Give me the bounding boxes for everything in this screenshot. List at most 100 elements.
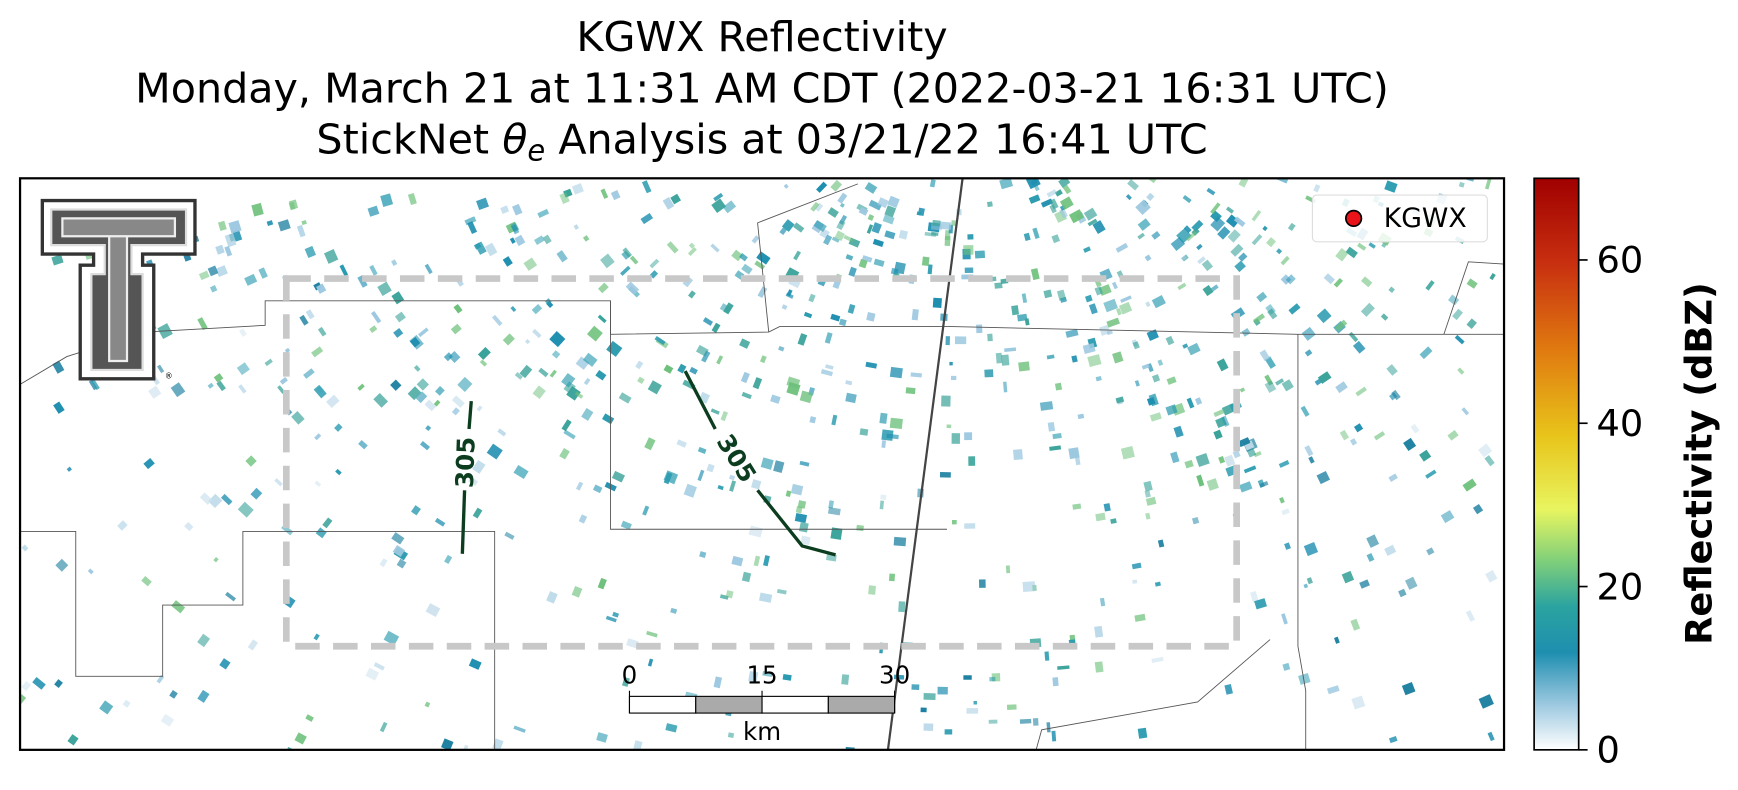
echo: [622, 247, 633, 258]
echo: [1019, 718, 1032, 724]
echo: [740, 371, 750, 384]
echo: [209, 285, 218, 293]
echo: [1157, 359, 1164, 366]
echo: [1227, 229, 1241, 243]
echo: [323, 249, 339, 264]
echo: [986, 201, 993, 208]
echo: [476, 197, 489, 211]
echo: [823, 234, 833, 246]
echo: [21, 680, 32, 692]
echo: [473, 242, 482, 250]
echo: [830, 527, 843, 540]
echo: [866, 224, 874, 234]
echo: [502, 256, 513, 267]
echo: [1085, 294, 1093, 303]
echo: [1478, 443, 1493, 458]
echo: [335, 468, 342, 476]
echo: [867, 214, 875, 221]
echo: [1151, 230, 1161, 240]
echo: [1251, 234, 1263, 246]
echo: [542, 234, 552, 245]
echo: [1094, 661, 1104, 673]
echo: [563, 429, 576, 440]
echo: [213, 556, 219, 563]
echo: [549, 331, 566, 348]
echo: [1259, 480, 1269, 488]
echo: [665, 723, 678, 733]
echo: [1353, 423, 1364, 433]
echo: [444, 554, 453, 564]
echo: [596, 732, 608, 743]
echo: [141, 576, 152, 587]
echo: [1154, 581, 1161, 587]
echo: [250, 487, 263, 500]
echo: [839, 202, 845, 208]
echo: [967, 234, 974, 240]
echo: [932, 219, 941, 227]
echo: [379, 558, 388, 568]
echo: [411, 505, 421, 516]
echo: [170, 382, 186, 398]
scale-tick-label: 30: [879, 660, 910, 689]
echo: [1197, 256, 1206, 265]
echo: [1478, 694, 1494, 709]
echo: [827, 207, 839, 218]
echo: [786, 376, 801, 389]
echo: [725, 590, 734, 599]
map-frame: [18, 177, 1506, 751]
echo: [873, 258, 885, 267]
echo: [313, 633, 320, 641]
scale-segment: [628, 695, 697, 714]
echo: [1147, 178, 1160, 184]
echo: [794, 512, 808, 524]
echo: [1350, 618, 1361, 631]
echo: [924, 231, 937, 237]
echo: [1351, 695, 1366, 710]
echo: [1006, 704, 1017, 710]
echo: [219, 658, 231, 670]
echo: [1068, 447, 1080, 460]
echo: [583, 377, 591, 386]
echo: [519, 364, 533, 379]
echo: [868, 585, 876, 595]
echo: [1206, 478, 1219, 491]
echo: [999, 178, 1014, 190]
echo: [1024, 318, 1030, 326]
echo: [1186, 397, 1195, 409]
echo: [688, 242, 695, 249]
echo: [620, 520, 632, 530]
echo: [451, 407, 460, 416]
echo: [858, 206, 869, 216]
echo: [831, 414, 838, 426]
echo: [923, 693, 936, 700]
echo: [1017, 313, 1028, 322]
echo: [697, 446, 707, 454]
echo: [531, 303, 543, 315]
echo: [1004, 347, 1017, 352]
echo: [1217, 226, 1231, 240]
echo: [581, 408, 594, 421]
echo: [1057, 665, 1070, 670]
echo: [620, 265, 631, 276]
echo: [951, 433, 961, 444]
echo: [538, 367, 549, 378]
echo: [1125, 194, 1132, 201]
echo: [213, 373, 224, 383]
echo: [523, 257, 538, 271]
echo: [1087, 354, 1102, 368]
echo: [1348, 331, 1359, 343]
echo: [305, 714, 314, 722]
echo: [1059, 196, 1074, 210]
echo: [973, 701, 977, 705]
echo: [549, 369, 557, 378]
echo: [810, 201, 820, 212]
echo: [434, 517, 446, 527]
text: Analysis at 03/21/22 16:41 UTC: [545, 116, 1207, 164]
echo: [117, 520, 128, 531]
echo: [831, 236, 840, 243]
echo: [847, 303, 856, 314]
echo: [1327, 685, 1340, 695]
echo: [760, 457, 774, 470]
echo: [561, 419, 572, 432]
echo: [197, 633, 211, 648]
